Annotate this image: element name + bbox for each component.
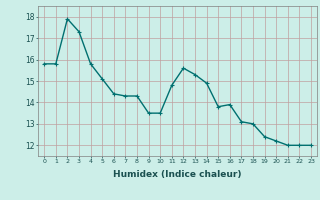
X-axis label: Humidex (Indice chaleur): Humidex (Indice chaleur)	[113, 170, 242, 179]
